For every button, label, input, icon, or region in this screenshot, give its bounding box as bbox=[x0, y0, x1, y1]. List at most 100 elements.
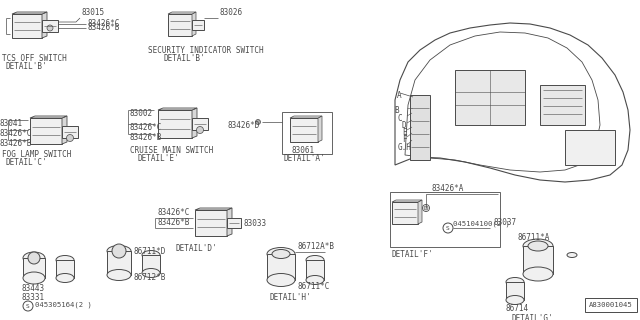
Ellipse shape bbox=[23, 252, 45, 264]
Circle shape bbox=[112, 244, 126, 258]
Text: 83426*C: 83426*C bbox=[0, 129, 33, 138]
Text: 83061: 83061 bbox=[292, 146, 315, 155]
Ellipse shape bbox=[142, 251, 160, 260]
Ellipse shape bbox=[107, 269, 131, 281]
Text: 86712A*B: 86712A*B bbox=[297, 242, 334, 251]
Text: 83002: 83002 bbox=[130, 109, 153, 118]
Bar bbox=[306, 260, 324, 280]
Polygon shape bbox=[290, 116, 322, 118]
Bar bbox=[392, 202, 418, 224]
Polygon shape bbox=[62, 116, 67, 144]
Ellipse shape bbox=[23, 272, 45, 284]
Text: DETAIL'G': DETAIL'G' bbox=[512, 314, 554, 320]
Text: 86714: 86714 bbox=[506, 304, 529, 313]
Text: D: D bbox=[402, 121, 406, 130]
Text: 83033: 83033 bbox=[243, 219, 266, 228]
Polygon shape bbox=[192, 12, 196, 36]
Polygon shape bbox=[418, 200, 422, 224]
Bar bbox=[282, 112, 332, 154]
Text: 86711*A: 86711*A bbox=[518, 233, 550, 242]
Bar bbox=[227, 218, 241, 228]
Text: 86712*B: 86712*B bbox=[133, 273, 165, 282]
Circle shape bbox=[67, 134, 74, 141]
Ellipse shape bbox=[267, 247, 295, 260]
Bar bbox=[168, 14, 192, 36]
Ellipse shape bbox=[528, 241, 548, 251]
Ellipse shape bbox=[56, 255, 74, 265]
Text: DETAIL'D': DETAIL'D' bbox=[175, 244, 216, 253]
Text: 83331: 83331 bbox=[22, 293, 45, 302]
Circle shape bbox=[424, 206, 428, 210]
Text: FOG LAMP SWITCH: FOG LAMP SWITCH bbox=[2, 150, 72, 159]
Bar bbox=[565, 130, 615, 165]
Ellipse shape bbox=[306, 255, 324, 265]
Bar bbox=[455, 70, 525, 125]
Text: 83426*B: 83426*B bbox=[0, 139, 33, 148]
Text: 83443: 83443 bbox=[22, 284, 45, 293]
Text: SECURITY INDICATOR SWITCH: SECURITY INDICATOR SWITCH bbox=[148, 46, 264, 55]
Text: 83426*A: 83426*A bbox=[432, 184, 465, 193]
Text: E: E bbox=[402, 128, 406, 137]
Bar bbox=[506, 282, 524, 300]
Circle shape bbox=[422, 204, 429, 212]
Circle shape bbox=[255, 119, 260, 124]
Text: 045305164(2 ): 045305164(2 ) bbox=[35, 302, 92, 308]
Text: 83426*C: 83426*C bbox=[88, 19, 120, 28]
Polygon shape bbox=[195, 208, 232, 210]
Text: DETAIL'B': DETAIL'B' bbox=[164, 54, 205, 63]
Bar bbox=[410, 95, 430, 160]
Text: F: F bbox=[402, 135, 406, 144]
Text: 83426*B: 83426*B bbox=[157, 218, 189, 227]
Text: B: B bbox=[394, 106, 399, 115]
Bar bbox=[30, 118, 62, 144]
Text: DETAIL'C': DETAIL'C' bbox=[6, 158, 47, 167]
Ellipse shape bbox=[107, 245, 131, 257]
Text: S: S bbox=[26, 303, 30, 308]
Text: DETAIL'E': DETAIL'E' bbox=[138, 154, 180, 163]
Ellipse shape bbox=[523, 239, 553, 253]
Bar bbox=[540, 85, 585, 125]
Circle shape bbox=[23, 301, 33, 311]
Polygon shape bbox=[42, 12, 47, 38]
Text: 83426*C: 83426*C bbox=[157, 208, 189, 217]
Ellipse shape bbox=[306, 276, 324, 284]
Polygon shape bbox=[192, 108, 197, 138]
Polygon shape bbox=[318, 116, 322, 142]
Ellipse shape bbox=[272, 250, 290, 259]
Circle shape bbox=[47, 25, 53, 31]
Text: 83426*C: 83426*C bbox=[130, 123, 163, 132]
Polygon shape bbox=[158, 108, 197, 110]
Text: 83426*B: 83426*B bbox=[130, 133, 163, 142]
Text: 83041: 83041 bbox=[0, 119, 23, 128]
Bar bbox=[23, 258, 45, 278]
Bar bbox=[390, 192, 500, 247]
Text: DETAIL'A': DETAIL'A' bbox=[284, 154, 326, 163]
Ellipse shape bbox=[142, 268, 160, 277]
Text: DETAIL'F': DETAIL'F' bbox=[392, 250, 434, 259]
Text: 86711*D: 86711*D bbox=[133, 247, 165, 256]
Text: 83037: 83037 bbox=[493, 218, 516, 227]
Bar bbox=[107, 251, 131, 275]
Text: 83426*D: 83426*D bbox=[228, 121, 260, 130]
Text: 83426*B: 83426*B bbox=[88, 22, 120, 31]
Text: CRUISE MAIN SWITCH: CRUISE MAIN SWITCH bbox=[130, 146, 213, 155]
Polygon shape bbox=[227, 208, 232, 236]
Bar bbox=[12, 14, 42, 38]
Bar bbox=[192, 20, 204, 30]
Bar bbox=[62, 126, 78, 138]
Text: 86711*C: 86711*C bbox=[297, 282, 330, 291]
Bar bbox=[290, 118, 318, 142]
Polygon shape bbox=[30, 116, 67, 118]
Text: 045104100(2 ): 045104100(2 ) bbox=[453, 220, 510, 227]
PathPatch shape bbox=[395, 23, 630, 182]
Circle shape bbox=[28, 252, 40, 264]
Bar bbox=[523, 246, 553, 274]
Ellipse shape bbox=[506, 295, 524, 305]
Text: DETAIL'H': DETAIL'H' bbox=[269, 293, 310, 302]
Text: DETAIL'B': DETAIL'B' bbox=[6, 62, 47, 71]
Bar bbox=[158, 110, 192, 138]
Bar bbox=[585, 298, 637, 312]
Polygon shape bbox=[12, 12, 47, 14]
Polygon shape bbox=[392, 200, 422, 202]
Text: C: C bbox=[398, 114, 403, 123]
